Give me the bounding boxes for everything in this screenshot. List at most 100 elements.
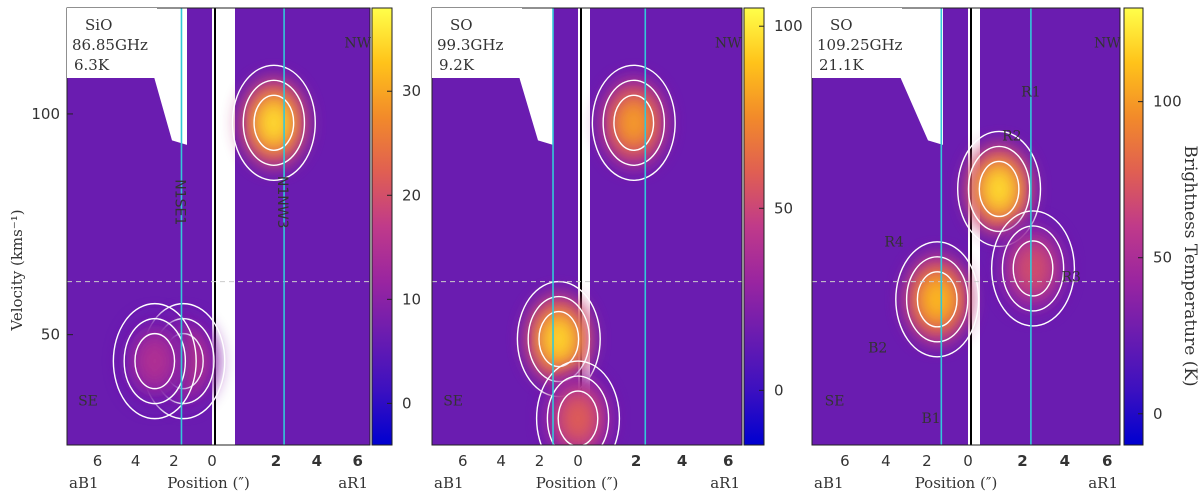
x-axis-label: Position (″) <box>536 474 619 492</box>
contour <box>591 64 676 181</box>
x-tick-label: 2 <box>1017 452 1027 470</box>
frequency-label: 99.3GHz <box>437 36 503 54</box>
contour <box>134 332 176 390</box>
x-end-label-left: aB1 <box>814 474 844 492</box>
x-tick-label: 4 <box>881 452 891 470</box>
colorbar <box>1123 7 1144 446</box>
region-label: R2 <box>1002 128 1021 144</box>
info-box <box>432 8 522 78</box>
info-box <box>812 8 902 78</box>
x-tick-label: 4 <box>312 452 322 470</box>
panel-frame <box>811 7 1121 446</box>
contour <box>535 360 621 445</box>
contour <box>546 375 610 445</box>
molecule-label: SO <box>450 16 473 34</box>
contour <box>905 256 969 343</box>
x-end-label-left: aB1 <box>69 474 99 492</box>
position-line-label: N1SE1 <box>171 179 187 225</box>
y-tick-label: 100 <box>31 105 60 123</box>
x-tick-label: 2 <box>535 452 545 470</box>
region-label: R4 <box>884 234 904 250</box>
region-label: NW <box>715 36 742 52</box>
colorbar-tick-label: 10 <box>402 290 421 308</box>
pv-panel-3: SO 109.25GHz 21.1K NW SE R1 R2 R3 R4 B2 B1 6 4 2 0 2 4 6 a… <box>811 7 1182 492</box>
emission-peak <box>137 338 172 385</box>
contour <box>557 390 599 445</box>
x-tick-label: 2 <box>922 452 932 470</box>
x-tick-label: 2 <box>271 452 281 470</box>
colorbar-tick-label: 30 <box>402 82 421 100</box>
region-label: R1 <box>1021 84 1040 100</box>
region-label: B1 <box>921 411 940 427</box>
colorbar-tick-label: 0 <box>1153 405 1163 423</box>
contour <box>253 94 295 151</box>
contour <box>123 317 187 405</box>
region-label: SE <box>78 393 98 409</box>
y-axis-label: Velocity (kms⁻¹) <box>8 209 26 331</box>
colorbar <box>743 7 765 446</box>
contour <box>895 241 980 358</box>
x-axis-label: Position (″) <box>167 474 250 492</box>
center-gap <box>968 8 980 445</box>
contour <box>990 210 1076 327</box>
x-end-label-right: aR1 <box>1088 474 1118 492</box>
molecule-label: SiO <box>85 16 112 34</box>
x-tick-label: 0 <box>963 452 973 470</box>
x-tick-label: 2 <box>631 452 641 470</box>
region-label: SE <box>825 393 845 409</box>
panel-frame <box>66 7 371 446</box>
emission-peak <box>616 99 651 146</box>
contour <box>1001 225 1065 312</box>
info-box <box>67 8 157 78</box>
x-tick-label: 4 <box>496 452 506 470</box>
x-tick-label: 2 <box>169 452 179 470</box>
region-label: SE <box>443 393 463 409</box>
contour <box>956 130 1042 248</box>
contour <box>242 79 306 166</box>
colorbar-tick-label: 0 <box>774 381 784 399</box>
colorbar-tick-label: 20 <box>402 186 421 204</box>
contour <box>916 271 958 328</box>
x-tick-label: 4 <box>131 452 141 470</box>
x-tick-label: 4 <box>677 452 687 470</box>
emission-peak <box>920 276 955 323</box>
position-line-label: N1NW3 <box>274 176 290 229</box>
contour <box>231 64 316 181</box>
emission-peak <box>561 395 595 442</box>
emission-peak <box>1016 245 1051 292</box>
x-tick-label: 0 <box>573 452 583 470</box>
x-end-label-right: aR1 <box>710 474 740 492</box>
pv-panel-2: SO 99.3GHz 9.2K NW SE 6 4 2 0 2 4 6 aB1 Position (″) a… <box>431 7 803 492</box>
x-tick-label: 6 <box>353 452 363 470</box>
x-tick-label: 4 <box>1060 452 1070 470</box>
contour <box>602 79 666 166</box>
contour <box>613 94 655 151</box>
region-label: B2 <box>868 340 887 356</box>
molecule-label: SO <box>830 16 853 34</box>
colorbar-tick-label: 50 <box>774 199 793 217</box>
colorbar-tick-label: 100 <box>774 17 803 35</box>
x-tick-label: 6 <box>840 452 850 470</box>
panel-frame <box>431 7 743 446</box>
x-tick-label: 6 <box>1102 452 1112 470</box>
energy-label: 6.3K <box>74 56 110 74</box>
x-tick-label: 0 <box>207 452 217 470</box>
energy-label: 21.1K <box>819 56 864 74</box>
colorbar-tick-label: 50 <box>1153 249 1172 267</box>
x-tick-label: 6 <box>458 452 468 470</box>
emission-peak <box>982 165 1017 212</box>
colorbar <box>371 7 393 446</box>
y-tick-label: 50 <box>41 326 60 344</box>
x-tick-label: 6 <box>723 452 733 470</box>
emission-peak <box>256 99 291 146</box>
x-end-label-left: aB1 <box>434 474 464 492</box>
colorbar-tick-label: 0 <box>402 394 412 412</box>
contour <box>1012 240 1054 297</box>
contour <box>112 302 197 420</box>
pv-background <box>812 8 1120 445</box>
contour <box>967 145 1031 233</box>
emission-peak <box>541 316 576 363</box>
region-label: NW <box>1094 36 1121 52</box>
